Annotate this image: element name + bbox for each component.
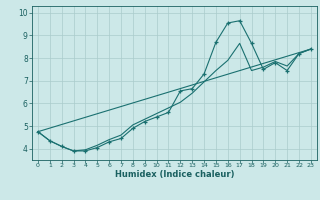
X-axis label: Humidex (Indice chaleur): Humidex (Indice chaleur) — [115, 170, 234, 179]
